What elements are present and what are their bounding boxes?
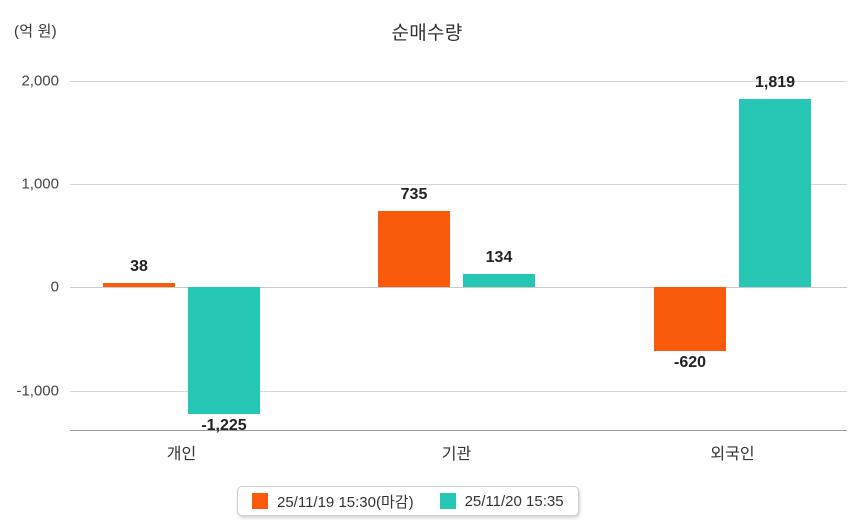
y-axis-tick-label: 1,000 — [21, 175, 59, 193]
y-axis-tick-label: 2,000 — [21, 72, 59, 90]
bar-value-label: 134 — [485, 248, 513, 266]
y-axis-unit-label: (억 원) — [14, 23, 57, 40]
x-axis-line — [70, 430, 847, 431]
chart-legend[interactable]: 25/11/19 15:30(마감) 25/11/20 15:35 — [237, 486, 579, 516]
gridline-0 — [70, 287, 847, 289]
bar-value-label: 38 — [130, 258, 148, 276]
gridline-2000 — [70, 80, 847, 82]
bar-외국인-series-1[interactable] — [654, 287, 726, 352]
gridline-1000 — [70, 184, 847, 186]
bar-개인-series-2[interactable] — [188, 287, 260, 414]
legend-swatch-icon-series-a — [252, 493, 268, 509]
x-axis-category-label-2: 기관 — [441, 446, 472, 463]
bar-기관-series-1[interactable] — [378, 211, 450, 288]
legend-label-series-a: 25/11/19 15:30(마감) — [277, 493, 414, 511]
chart-title: 순매수량 — [391, 23, 463, 44]
y-axis-tick-label: 0 — [50, 278, 59, 296]
bar-개인-series-1[interactable] — [103, 283, 175, 288]
x-axis-category-label-3: 외국인 — [710, 446, 755, 463]
bar-value-label: -1,225 — [201, 416, 247, 434]
legend-item-series-b[interactable]: 25/11/20 15:35 — [439, 492, 564, 510]
bar-외국인-series-2[interactable] — [739, 99, 811, 288]
legend-swatch-icon-series-b — [439, 493, 456, 509]
plot-area: 2,000 1,000 0 -1,000 38 -1,225 개인 735 134 기관 -620 1… — [16, 60, 847, 463]
bar-value-label: 1,819 — [754, 74, 796, 92]
gridline--1000 — [70, 390, 847, 392]
legend-item-series-a[interactable]: 25/11/19 15:30(마감) — [252, 491, 414, 512]
bar-value-label: 735 — [400, 186, 428, 204]
x-axis-category-label-1: 개인 — [166, 446, 197, 463]
bar-value-label: -620 — [673, 354, 707, 372]
bar-기관-series-2[interactable] — [463, 273, 535, 288]
legend-label-series-b: 25/11/20 15:35 — [464, 492, 564, 510]
y-axis-tick-label: -1,000 — [16, 382, 59, 400]
